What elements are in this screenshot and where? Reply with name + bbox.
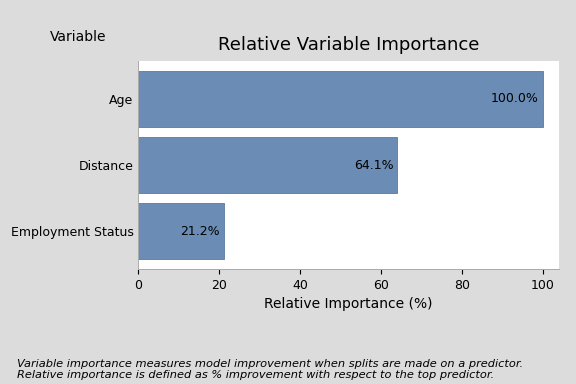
Bar: [138, 137, 397, 193]
Text: 100.0%: 100.0%: [491, 93, 539, 106]
Text: Variable: Variable: [50, 30, 107, 44]
Text: Variable importance measures model improvement when splits are made on a predict: Variable importance measures model impro…: [17, 359, 524, 380]
X-axis label: Relative Importance (%): Relative Importance (%): [264, 297, 433, 311]
Text: 21.2%: 21.2%: [180, 225, 220, 238]
Bar: [138, 71, 543, 127]
Bar: [138, 203, 224, 259]
Text: 64.1%: 64.1%: [354, 159, 393, 172]
Title: Relative Variable Importance: Relative Variable Importance: [218, 36, 479, 54]
